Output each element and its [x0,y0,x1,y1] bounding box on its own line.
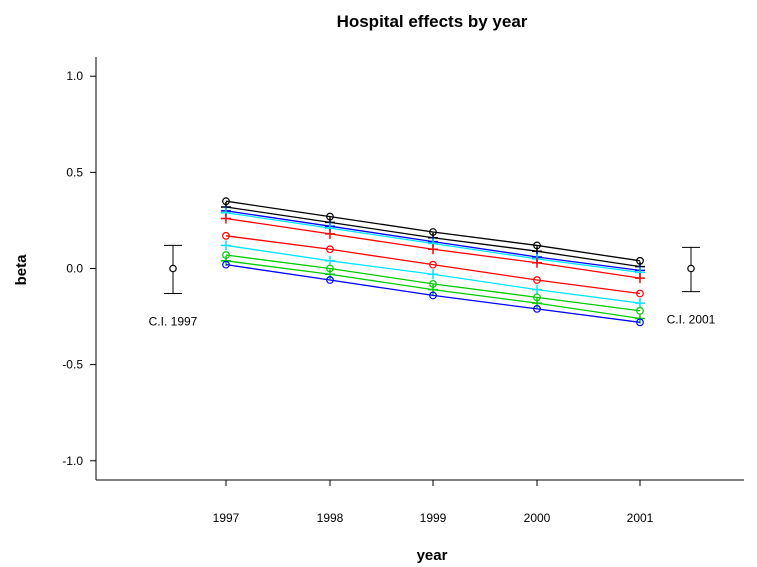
ci-center-point [170,265,176,271]
y-tick-label: 1.0 [66,69,83,83]
ci-label: C.I. 1997 [149,314,198,328]
x-tick-label: 2001 [627,511,654,525]
y-tick-label: 0.5 [66,165,83,179]
data-point-plus [325,229,335,239]
y-tick-label: -1.0 [62,454,83,468]
data-point-plus [428,285,438,295]
data-point-plus [635,273,645,283]
y-tick-label: 0.0 [66,262,83,276]
data-point-plus [635,298,645,308]
x-tick-label: 1999 [420,511,447,525]
y-tick-label: -0.5 [62,358,83,372]
ci-center-point [688,265,694,271]
data-point-plus [325,256,335,266]
x-tick-label: 1997 [213,511,240,525]
ci-label: C.I. 2001 [667,313,716,327]
data-point-plus [532,285,542,295]
chart-title: Hospital effects by year [337,12,528,31]
data-point-plus [325,269,335,279]
data-point-plus [428,244,438,254]
data-point-plus [532,298,542,308]
plot-area: -1.0 -0.5 0.0 0.5 1.0 1997 1998 1999 2000 2001 C.I… [62,57,744,525]
series-line [226,255,640,311]
data-point-plus [428,269,438,279]
x-axis-label: year [417,547,448,564]
data-point-plus [221,240,231,250]
data-point-plus [221,214,231,224]
x-tick-label: 2000 [524,511,551,525]
x-tick-label: 1998 [317,511,344,525]
y-axis-label: beta [13,254,30,286]
